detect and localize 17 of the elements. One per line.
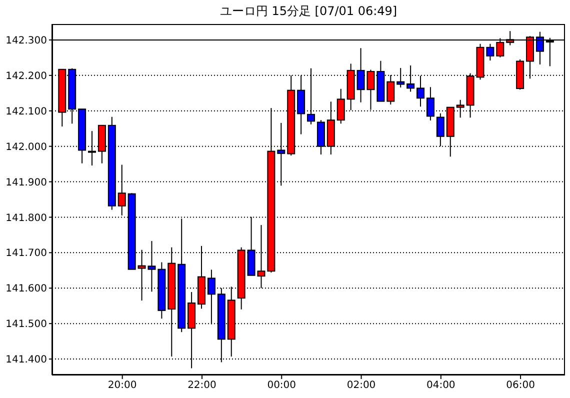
y-tick-label: 141.600 bbox=[6, 284, 47, 295]
y-tick-label: 142.000 bbox=[6, 142, 47, 153]
y-tick-label: 141.800 bbox=[6, 212, 47, 224]
x-tick-label: 02:00 bbox=[346, 380, 376, 392]
y-tick-label: 141.700 bbox=[6, 248, 47, 260]
chart-title: ユーロ円 15分足 [07/01 06:49] bbox=[218, 3, 398, 20]
y-tick-label: 142.300 bbox=[6, 36, 47, 47]
x-tick-label: 00:00 bbox=[267, 380, 296, 392]
y-tick-label: 141.500 bbox=[6, 319, 47, 330]
y-tick-label: 141.900 bbox=[6, 177, 47, 188]
x-tick-label: 22:00 bbox=[188, 380, 216, 392]
x-tick-label: 20:00 bbox=[108, 380, 137, 392]
y-tick-label: 141.400 bbox=[6, 354, 47, 366]
x-tick-label: 04:00 bbox=[426, 380, 456, 392]
y-tick-label: 142.200 bbox=[6, 70, 47, 82]
x-tick-label: 06:00 bbox=[506, 380, 535, 392]
y-tick-label: 142.100 bbox=[6, 106, 47, 118]
